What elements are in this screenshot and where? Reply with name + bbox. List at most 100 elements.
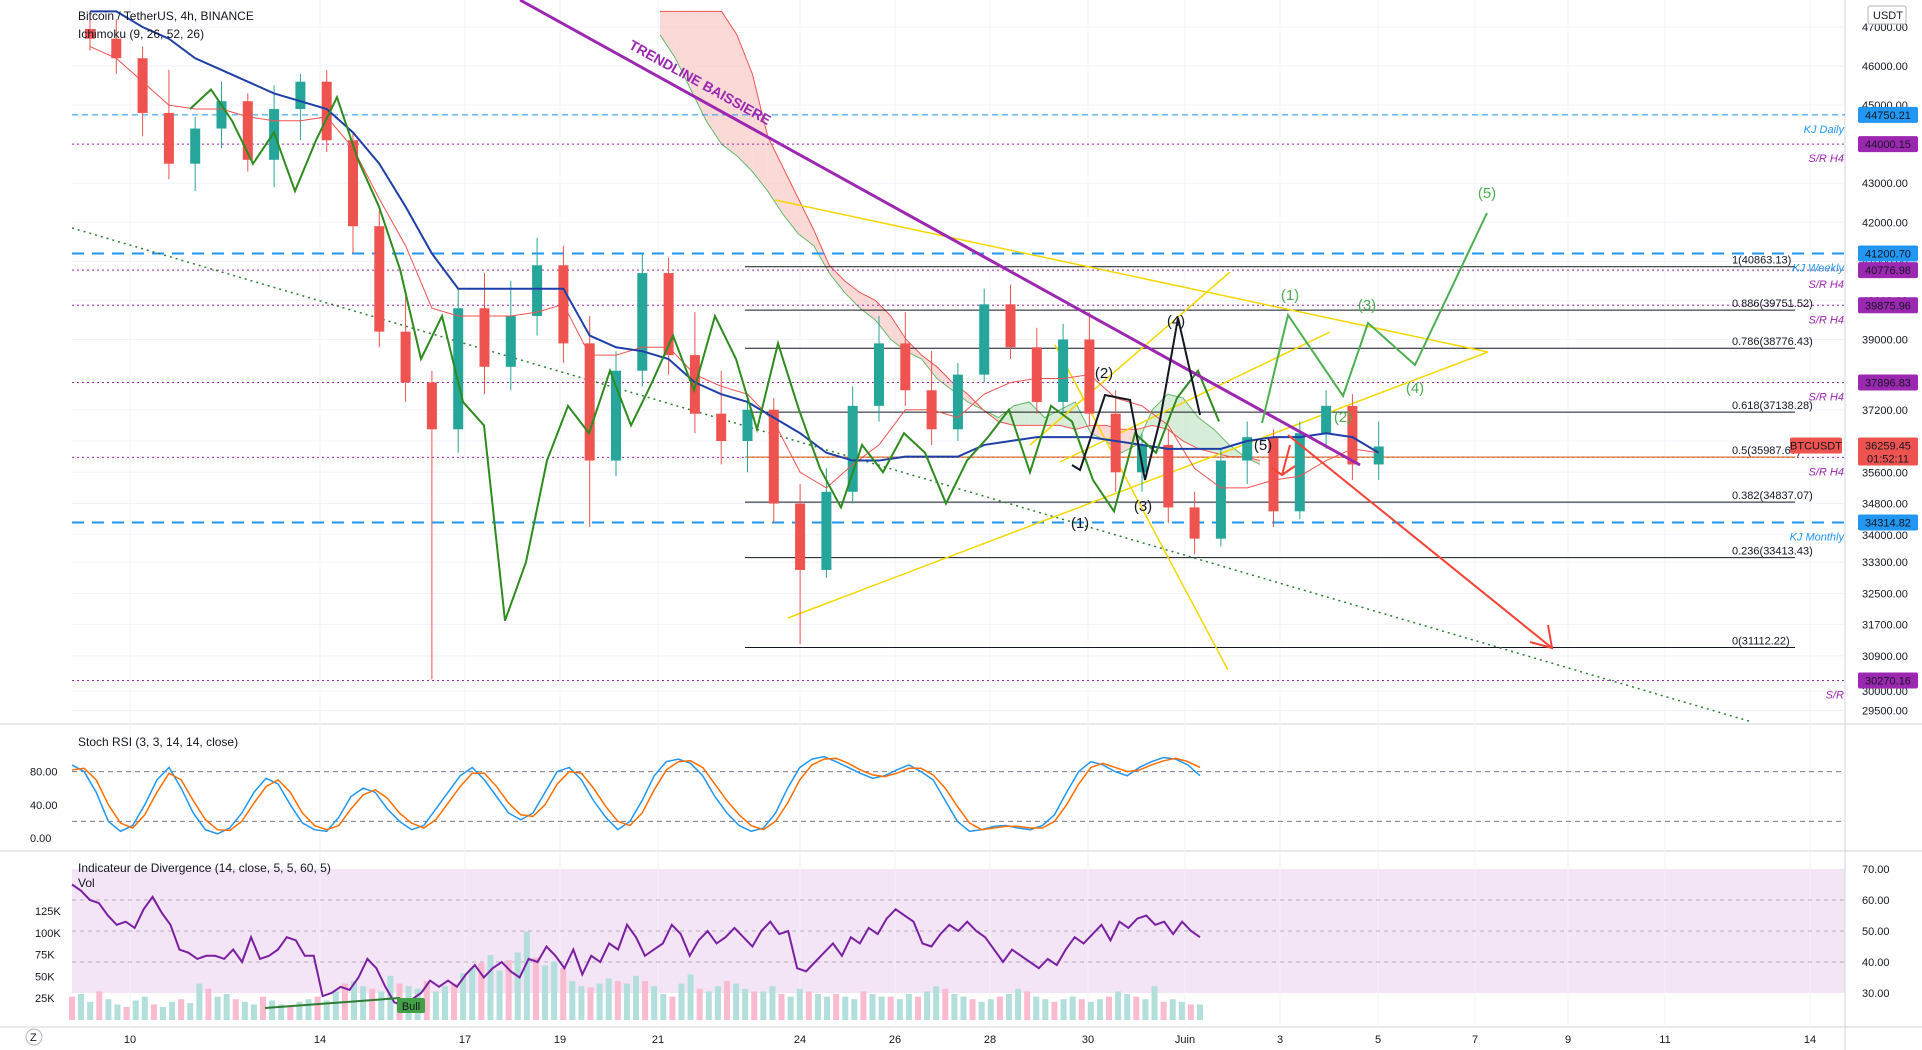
price-tick-label: 30000.00 [1862,686,1908,698]
vol-bar [96,991,103,1020]
vol-bar [287,1007,294,1020]
wave-drawings: (1) (2) (3) (4) (5) (1) (2) (3) (4) (5) [1071,185,1554,650]
wave-label-black: (5) [1254,437,1272,454]
kijun-line [90,10,1380,462]
vol-bar [1015,988,1022,1020]
level-tag-text: 41200.70 [1865,249,1911,261]
vol-bar [1069,996,1076,1020]
vol-bar [842,996,849,1020]
price-axis: 47000.0046000.0045000.0044000.0043000.00… [1862,22,1908,718]
cloud-segment [936,366,953,391]
candle-body [163,112,174,164]
wave-path-black [1071,317,1201,481]
level-tag-text: 40776.98 [1865,265,1911,277]
candle-body [348,140,358,227]
vol-bar [496,970,503,1020]
level-label: S/R H4 [1809,466,1844,478]
divergence-plot: 70.00 60.00 50.00 40.00 30.00 125K 100K 75K 50K 2… [35,864,1890,1020]
price-tick-label: 42000.00 [1862,217,1908,229]
vol-bar [651,986,658,1020]
price-tick-label: 29500.00 [1862,706,1908,718]
candle-body [663,273,674,356]
vol-bar [178,999,185,1020]
level-tag-text: 44750.21 [1865,110,1911,122]
vol-bar [778,994,785,1020]
stoch-pane[interactable] [0,725,1845,849]
vol-bar [232,999,239,1020]
cloud-segment [690,11,707,121]
wave-label-green: (1) [1281,287,1299,304]
time-tick-label: 17 [459,1034,471,1046]
candle-body [847,405,858,492]
candle-body [1058,339,1069,402]
cloud-segment [736,34,753,172]
time-tick-label: 5 [1375,1034,1381,1046]
cloud-segment [798,198,814,246]
level-tag [1858,136,1918,153]
div-left-tick: 50K [35,971,55,983]
time-tick-label: 26 [889,1034,901,1046]
level-label: S/R H4 [1809,279,1844,291]
vol-bar [633,975,639,1020]
wave-label-green: (4) [1406,380,1424,397]
vol-bar [769,986,776,1020]
vol-bar [1115,991,1122,1020]
level-tag-text: 37896.83 [1865,378,1911,390]
candle-body [637,273,648,371]
div-left-tick: 100K [35,928,61,940]
vol-bar [451,983,458,1020]
vol-bar [814,994,821,1020]
vol-bar [141,996,148,1020]
time-tick-label: 24 [794,1034,806,1046]
vol-bar [542,965,549,1020]
vol-bar [1087,1001,1094,1020]
cloud-segment [890,316,907,352]
ichimoku-legend: Ichimoku (9, 26, 52, 26) [78,27,204,41]
dotted-support-line [71,227,1753,723]
vol-bar [805,991,812,1020]
level-tag [1858,374,1918,391]
price-tick-label: 33300.00 [1862,557,1908,569]
time-tick-label: 19 [554,1034,566,1046]
vol-bar [1078,999,1085,1020]
candle-body [1005,304,1016,348]
cloud-segment [829,265,845,293]
cloud-segment [767,136,784,215]
vol-bar [787,996,794,1020]
candle-body [400,331,411,383]
vol-bar [996,996,1003,1020]
last-price-text: 36259.45 [1865,441,1911,453]
time-tick-label: 21 [652,1034,664,1046]
candle-body [900,343,911,391]
vol-bar [478,962,485,1020]
time-tick-label: 14 [1804,1034,1816,1046]
currency-badge[interactable] [1867,5,1907,25]
candle-body [374,226,385,332]
vol-bar [960,996,967,1020]
time-tick-label: 9 [1565,1034,1571,1046]
vol-bar [751,991,758,1020]
vol-bar [150,1004,157,1020]
cloud-segment [1013,401,1030,426]
vol-bar [278,1004,285,1020]
vol-bar [1178,1001,1185,1020]
candle-body [1215,460,1226,539]
price-tick-label: 39000.00 [1862,334,1908,346]
vol-bar [978,1001,985,1020]
vol-bar [1151,986,1158,1020]
fib-label: 0.236(33413.43) [1732,546,1813,558]
candle-body [137,58,148,113]
vol-bar [296,1001,303,1020]
level-tag [1858,514,1918,531]
candle-body [611,370,621,461]
vol-bar [441,986,448,1020]
vol-bar [933,986,940,1020]
vol-bar [587,987,594,1020]
vol-bar [87,1001,94,1020]
stoch-tick-label: 0.00 [30,833,51,845]
level-tag [1858,297,1918,314]
vol-bar [432,991,439,1020]
z-button[interactable] [25,1028,43,1046]
time-tick-label: Juin [1175,1034,1195,1046]
vol-bar [514,952,521,1020]
